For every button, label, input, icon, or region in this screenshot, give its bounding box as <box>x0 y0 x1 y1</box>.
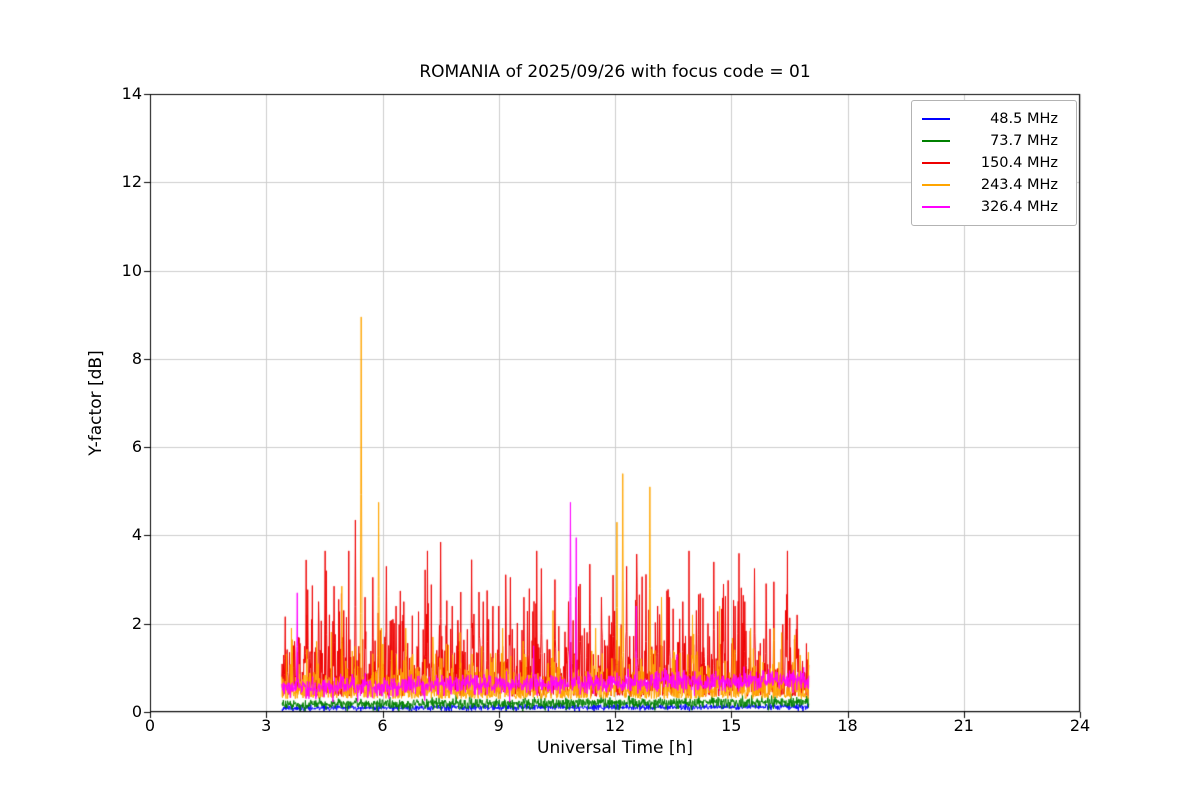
legend-line-sample <box>922 140 950 142</box>
legend-item: 150.4 MHz <box>920 152 1068 174</box>
legend-item: 243.4 MHz <box>920 174 1068 196</box>
y-tick-label: 4 <box>131 525 142 545</box>
x-tick-label: 0 <box>144 716 156 735</box>
legend-label: 73.7 MHz <box>990 133 1058 149</box>
legend-item: 48.5 MHz <box>920 108 1068 130</box>
x-tick-label: 9 <box>493 716 504 735</box>
legend: 48.5 MHz 73.7 MHz 150.4 MHz 243.4 MHz 326.4 … <box>911 100 1077 226</box>
x-tick-label: 21 <box>953 716 974 735</box>
x-tick-label: 12 <box>604 716 626 735</box>
legend-label: 243.4 MHz <box>980 177 1058 193</box>
legend-line-sample <box>922 118 950 120</box>
x-tick-label: 24 <box>1069 716 1091 735</box>
x-axis-label: Universal Time [h] <box>537 738 693 758</box>
y-tick-label: 12 <box>121 172 142 192</box>
legend-line-sample <box>922 184 950 186</box>
x-tick-label: 6 <box>377 716 388 735</box>
legend-line-sample <box>922 162 950 164</box>
y-tick-label: 6 <box>131 437 142 457</box>
y-tick-label: 8 <box>131 348 142 368</box>
x-tick-label: 3 <box>261 716 272 735</box>
legend-item: 73.7 MHz <box>920 130 1068 152</box>
y-tick-label: 0 <box>131 702 142 721</box>
legend-label: 150.4 MHz <box>980 155 1058 171</box>
y-tick-label: 2 <box>131 613 142 633</box>
legend-label: 326.4 MHz <box>980 199 1058 215</box>
x-tick-label: 15 <box>721 716 742 735</box>
y-tick-label: 14 <box>121 84 142 103</box>
legend-line-sample <box>922 206 950 208</box>
legend-label: 48.5 MHz <box>990 111 1058 127</box>
chart-title: ROMANIA of 2025/09/26 with focus code = … <box>419 62 811 82</box>
x-tick-label: 18 <box>837 716 858 735</box>
y-tick-label: 10 <box>121 260 142 280</box>
legend-item: 326.4 MHz <box>920 196 1068 218</box>
